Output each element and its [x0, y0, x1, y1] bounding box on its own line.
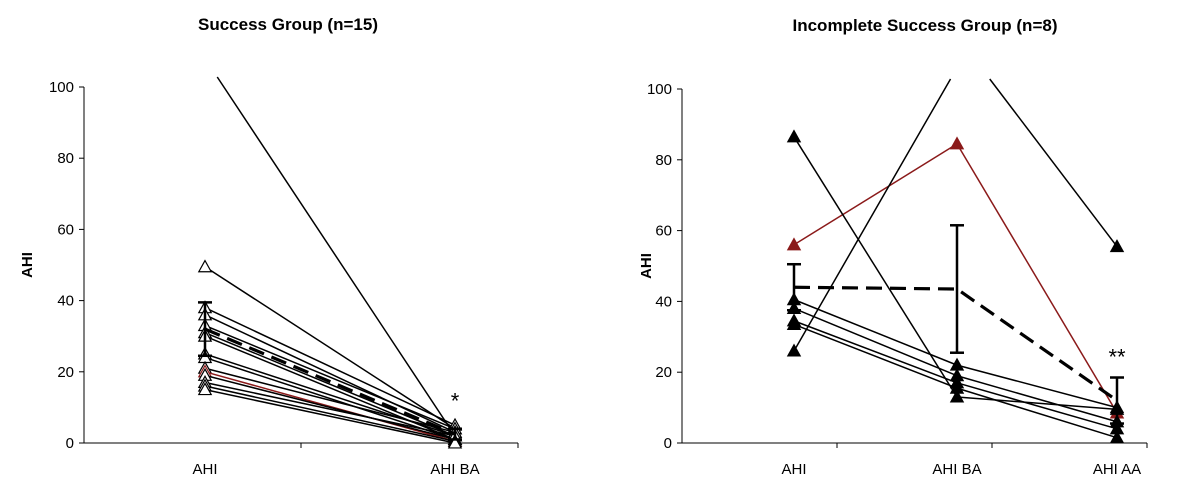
y-tick-label: 20 [57, 364, 74, 381]
series-line [204, 331, 456, 437]
y-tick-label: 100 [647, 81, 672, 98]
series-line [793, 298, 958, 366]
x-tick-label: AHI BA [430, 461, 479, 478]
series-line [793, 78, 952, 352]
x-tick-label: AHI BA [932, 461, 981, 478]
series-line [204, 307, 456, 426]
data-point-marker [786, 343, 802, 357]
data-point-marker [786, 129, 802, 143]
y-axis-label: AHI [638, 253, 655, 279]
series-line [793, 320, 958, 384]
data-point-marker [949, 389, 965, 403]
mean-line [204, 327, 456, 436]
series-line [204, 356, 456, 441]
series-line [204, 367, 456, 434]
mean-line [793, 285, 1118, 402]
series-line [204, 388, 456, 444]
y-axis-label: AHI [19, 252, 36, 278]
significance-marker: * [451, 389, 460, 414]
series-line [204, 385, 456, 442]
data-point-marker [447, 435, 463, 449]
chart-panel-2: Incomplete Success Group (n=8) AHI 0 20 40 60… [638, 16, 1148, 478]
data-point-marker [949, 380, 965, 394]
series-line [216, 76, 456, 437]
y-tick-label: 40 [655, 293, 672, 310]
chart-title: Incomplete Success Group (n=8) [793, 16, 1058, 35]
series-line [204, 374, 456, 441]
chart-title: Success Group (n=15) [198, 15, 378, 34]
series-line [793, 307, 958, 377]
y-tick-label: 20 [655, 364, 672, 381]
data-point-marker [786, 237, 802, 251]
data-point-marker [786, 316, 802, 330]
series-line [793, 143, 958, 246]
y-tick-label: 0 [66, 435, 74, 452]
y-tick-label: 60 [57, 221, 74, 238]
series-line [793, 323, 958, 389]
y-tick-label: 40 [57, 293, 74, 310]
x-tick-label: AHI [781, 461, 806, 478]
y-tick-label: 0 [664, 435, 672, 452]
series-line [956, 387, 1118, 439]
data-point-marker [1109, 430, 1125, 444]
series-line [204, 314, 456, 433]
series-line [956, 382, 1118, 430]
series-line [956, 143, 1118, 414]
y-tick-label: 80 [655, 152, 672, 169]
data-point-marker [197, 259, 213, 273]
data-point-marker [197, 382, 213, 396]
data-point-marker [1109, 239, 1125, 253]
y-tick-label: 100 [49, 79, 74, 96]
series-line [204, 381, 456, 437]
data-point-marker [949, 136, 965, 150]
series-line [204, 371, 456, 442]
x-tick-label: AHI AA [1093, 461, 1141, 478]
chart-panel-1: Success Group (n=15) AHI 0 20 40 60 80 100 AHI AH… [19, 15, 519, 478]
y-tick-label: 80 [57, 150, 74, 167]
series-line [204, 266, 456, 430]
series-line [956, 396, 1118, 411]
y-tick-label: 60 [655, 223, 672, 240]
series-line [956, 364, 1118, 409]
x-tick-label: AHI [192, 461, 217, 478]
series-line [956, 375, 1118, 423]
series-line [989, 78, 1118, 247]
series-line [793, 136, 958, 398]
series-line [204, 324, 456, 430]
significance-marker: ** [1108, 345, 1126, 370]
